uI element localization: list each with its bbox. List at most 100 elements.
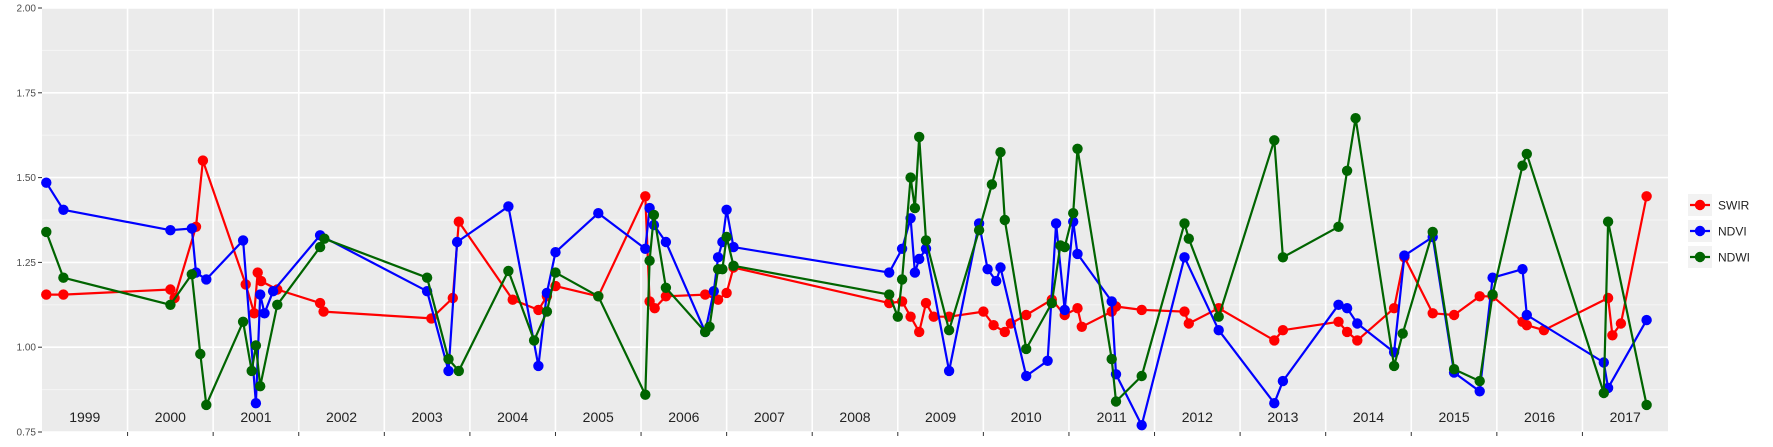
ndwi-point [195,348,206,360]
ndwi-point [920,235,932,246]
ndwi-point [528,335,540,346]
year-label: 2001 [240,409,271,425]
ndvi-point [728,241,739,253]
ndvi-point [909,267,921,278]
ndwi-point [593,291,604,302]
legend-label-swir: SWIR [1718,199,1750,213]
ndwi-point [255,381,266,392]
ndvi-point [1474,386,1485,397]
ndvi-point [201,274,212,285]
ndvi-point [1072,248,1083,260]
ndwi-point [896,274,908,285]
ndvi-point [1050,218,1062,229]
swir-point [41,289,52,300]
ndvi-point [1521,309,1533,321]
ndwi-point [1072,143,1083,154]
year-label: 2003 [412,409,443,425]
ndwi-point [58,272,69,283]
swir-point [1020,309,1032,321]
year-label: 2011 [1097,409,1127,425]
year-label: 2013 [1267,409,1298,425]
ndvi-point [1399,250,1410,261]
plot-panel [42,7,1668,433]
ndvi-point [451,236,463,248]
swir-point [318,306,329,317]
ndwi-point [550,267,561,278]
ndwi-point [186,269,197,280]
swir-point [1602,292,1614,304]
ndwi-point [1341,165,1353,176]
ndvi-point [186,223,197,234]
ndwi-point [660,282,672,293]
year-label: 2007 [754,409,785,425]
swir-point [1352,335,1363,346]
swir-point [999,326,1010,338]
ndwi-point [1350,113,1361,124]
swir-point [314,297,326,309]
ndvi-point [58,204,69,215]
y-tick-label: 1.75 [17,88,37,99]
swir-point [255,275,267,287]
y-tick-label: 1.50 [17,173,37,184]
legend-point-ndvi [1694,225,1706,237]
ndvi-point [995,262,1006,273]
swir-point [905,311,916,322]
ndvi-point [255,289,266,300]
ndvi-point [1213,325,1224,336]
legend-label-ndwi: NDWI [1718,251,1750,265]
ndvi-point [593,208,604,219]
swir-point [197,155,209,166]
ndvi-point [660,236,672,248]
ndvi-point [267,286,279,297]
y-tick-label: 1.00 [17,343,37,354]
legend-label-ndvi: NDVI [1718,225,1747,239]
swir-point [165,284,176,295]
y-tick-label: 1.25 [17,258,37,269]
ndwi-point [1110,396,1122,407]
ndwi-point [648,209,660,221]
ndvi-point [1352,318,1363,329]
swir-point [920,297,932,309]
ndvi-point [1106,296,1117,307]
swir-point [712,294,724,305]
swir-point [1072,303,1083,314]
swir-point [1474,291,1485,302]
ndwi-point [1474,375,1485,387]
year-label: 2017 [1610,409,1641,425]
swir-point [1269,335,1280,346]
year-label: 2012 [1182,409,1213,425]
ndwi-point [41,226,52,238]
swir-point [1615,318,1627,329]
year-label: 2015 [1438,409,1469,425]
ndvi-point [982,264,993,275]
ndwi-point [884,289,895,300]
ndvi-point [1179,252,1190,263]
ndwi-point [1517,160,1528,171]
ndvi-point [712,252,724,263]
swir-point [1521,320,1533,331]
y-tick-label: 2.00 [17,4,37,15]
ndwi-point [995,147,1006,158]
swir-point [1183,318,1195,329]
swir-point [1076,321,1088,332]
swir-point [1341,326,1353,338]
ndvi-point [550,247,561,258]
x-axis: 1999 2000 2001 2002 2003 2004 2005 2006 2007 2008… [69,409,1641,436]
ndwi-point [973,225,985,236]
ndvi-point [914,253,925,265]
series-layer [41,113,1652,431]
year-label: 2008 [839,409,870,425]
year-label: 2014 [1353,409,1384,425]
ndwi-point [1448,364,1460,375]
ndwi-point [717,264,728,275]
ndvi-point [165,225,176,236]
swir-point [721,287,732,299]
ndwi-point [250,340,262,351]
ndwi-point [237,316,249,327]
ndwi-point [453,365,464,377]
ndvi-point [250,398,262,409]
legend-point-ndwi [1694,251,1706,263]
ndvi-point [1042,355,1053,366]
